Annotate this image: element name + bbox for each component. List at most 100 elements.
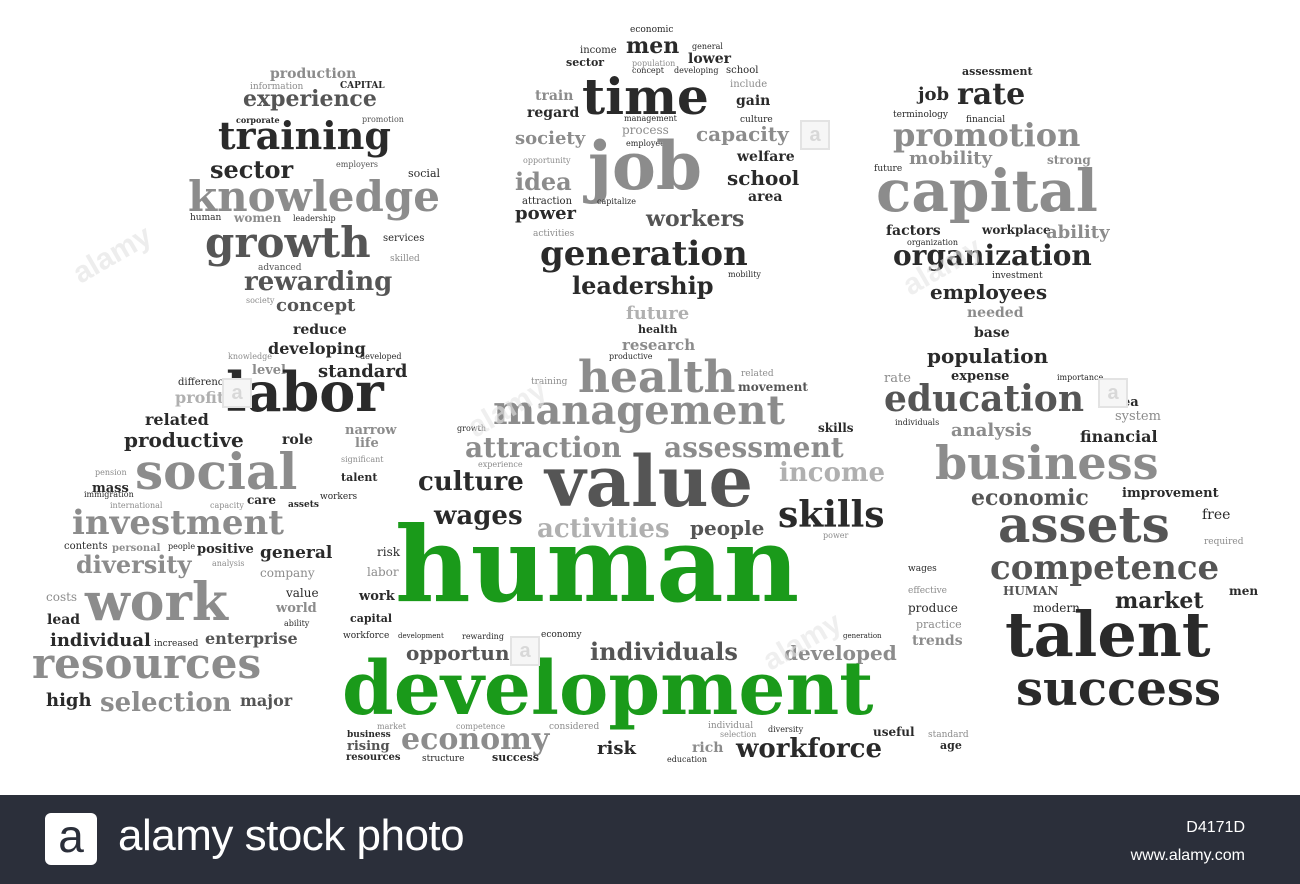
cloud-word: assessment (962, 65, 1033, 78)
cloud-word: workplace (982, 223, 1051, 237)
cloud-word: social (135, 442, 298, 501)
cloud-word: services (383, 233, 425, 244)
cloud-word: activities (537, 514, 670, 544)
cloud-word: employers (336, 160, 378, 169)
cloud-word: management (624, 114, 677, 123)
cloud-word: care (247, 493, 277, 507)
cloud-word: school (727, 166, 800, 190)
cloud-word: growth (205, 218, 371, 267)
alamy-logo-icon: a (45, 813, 97, 865)
cloud-word: future (874, 164, 903, 174)
cloud-word: factors (886, 223, 941, 239)
cloud-word: skills (818, 421, 854, 435)
cloud-word: information (250, 82, 304, 92)
cloud-word: people (690, 516, 765, 540)
cloud-word: personal (112, 543, 161, 554)
cloud-word: employees (930, 280, 1048, 304)
cloud-word: contents (64, 541, 108, 552)
cloud-word: useful (873, 725, 915, 739)
cloud-word: work (359, 589, 395, 604)
image-id: D4171D (1186, 819, 1245, 836)
cloud-word: attraction (465, 431, 622, 464)
cloud-word: business (347, 730, 391, 740)
cloud-word: related (741, 369, 774, 379)
cloud-word: needed (967, 305, 1024, 321)
cloud-word: capacity (696, 122, 789, 146)
cloud-word: talent (1005, 598, 1211, 671)
cloud-word: required (1204, 537, 1244, 547)
cloud-word: organization (893, 239, 1092, 272)
cloud-word: welfare (737, 149, 795, 165)
cloud-word: labor (367, 565, 399, 579)
cloud-word: promotion (893, 116, 1081, 154)
cloud-word: individuals (895, 418, 940, 427)
cloud-word: modern (1033, 601, 1080, 615)
cloud-word: research (622, 336, 696, 354)
cloud-word: training (531, 377, 568, 387)
cloud-word: experience (478, 460, 523, 469)
cloud-word: individual (50, 630, 151, 651)
cloud-word: health (578, 352, 736, 403)
cloud-word: pension (95, 468, 127, 477)
cloud-word: productive (124, 428, 244, 452)
cloud-word: CAPITAL (340, 81, 385, 91)
cloud-word: competence (456, 722, 506, 731)
cloud-word: success (492, 751, 539, 764)
cloud-word: high (46, 690, 92, 711)
cloud-word: employees (626, 139, 669, 148)
cloud-word: concept (632, 66, 664, 75)
cloud-word: developed (784, 641, 897, 665)
cloud-word: women (234, 211, 282, 225)
cloud-word: age (940, 739, 962, 752)
cloud-word: investment (72, 503, 284, 543)
cloud-word: life (355, 436, 379, 451)
cloud-word: role (282, 432, 313, 448)
cloud-word: activities (533, 229, 575, 239)
cloud-word: competence (990, 548, 1220, 588)
cloud-word: productive (609, 352, 653, 361)
site-url: www.alamy.com (1130, 847, 1245, 864)
cloud-word: value (545, 440, 754, 523)
cloud-word: importance (1057, 373, 1104, 382)
cloud-word: economic (630, 25, 674, 35)
watermark-a-icon: a (222, 378, 252, 408)
cloud-word: corporate (236, 115, 280, 125)
cloud-word: world (276, 601, 317, 616)
cloud-word: ability (284, 619, 310, 628)
cloud-word: resources (346, 752, 401, 763)
cloud-word: rewarding (462, 632, 504, 641)
cloud-word: sector (210, 155, 294, 184)
cloud-word: level (252, 363, 286, 378)
cloud-word: enterprise (205, 629, 298, 648)
logo-letter: a (58, 810, 84, 862)
cloud-word: rate (957, 77, 1026, 112)
cloud-word: work (85, 572, 228, 633)
cloud-word: HUMAN (1003, 584, 1059, 598)
cloud-word: selection (720, 730, 757, 739)
cloud-word: talent (341, 471, 378, 484)
cloud-word: financial (1080, 427, 1158, 446)
cloud-word: effective (908, 586, 947, 596)
cloud-word: society (515, 128, 586, 149)
cloud-word: immigration (84, 490, 134, 499)
cloud-word: training (218, 113, 391, 158)
cloud-word: income (580, 45, 617, 56)
cloud-word: base (974, 325, 1010, 341)
cloud-word: workers (320, 492, 358, 502)
cloud-word: assets (288, 500, 319, 510)
cloud-word: individuals (590, 637, 738, 666)
cloud-word: significant (341, 455, 384, 464)
cloud-word: standard (318, 361, 408, 382)
cloud-word: mobility (728, 270, 761, 279)
cloud-word: produce (908, 601, 958, 615)
cloud-word: knowledge (228, 352, 272, 361)
cloud-word: workers (646, 206, 745, 232)
cloud-word: school (726, 65, 759, 76)
cloud-word: skilled (390, 254, 420, 264)
cloud-word: narrow (345, 423, 397, 438)
cloud-word: health (638, 323, 678, 336)
cloud-word: culture (740, 115, 773, 125)
cloud-word: population (632, 59, 676, 68)
cloud-word: development (342, 646, 874, 732)
cloud-word: general (692, 42, 723, 51)
